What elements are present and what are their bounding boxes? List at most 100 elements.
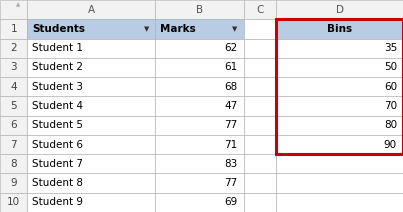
Text: 47: 47 (224, 101, 238, 111)
Bar (276, 77, 403, 96)
Text: Bins: Bins (327, 24, 352, 34)
Text: ▼: ▼ (232, 26, 238, 32)
Bar (0, 135, 27, 154)
Text: Student 2: Student 2 (32, 63, 83, 73)
Bar (276, 19, 403, 154)
Bar (27, 193, 155, 212)
Bar (276, 39, 403, 58)
Text: 83: 83 (224, 159, 238, 169)
Text: 90: 90 (384, 139, 397, 149)
Bar (0, 58, 27, 77)
Bar (244, 58, 276, 77)
Text: 60: 60 (384, 82, 397, 92)
Text: 80: 80 (384, 120, 397, 130)
Text: Student 9: Student 9 (32, 197, 83, 207)
Text: D: D (336, 5, 343, 15)
Text: Student 6: Student 6 (32, 139, 83, 149)
Text: A: A (88, 5, 95, 15)
Bar (0, 193, 27, 212)
Bar (155, 77, 244, 96)
Bar (27, 58, 155, 77)
Bar (27, 39, 155, 58)
Bar (244, 77, 276, 96)
Bar (244, 0, 276, 19)
Bar (0, 173, 27, 193)
Bar (27, 77, 155, 96)
Text: 77: 77 (224, 178, 238, 188)
Bar (244, 135, 276, 154)
Text: ▼: ▼ (143, 26, 149, 32)
Text: 61: 61 (224, 63, 238, 73)
Bar (27, 19, 155, 39)
Text: Students: Students (32, 24, 85, 34)
Text: 68: 68 (224, 82, 238, 92)
Text: Student 5: Student 5 (32, 120, 83, 130)
Bar (155, 58, 244, 77)
Bar (276, 0, 403, 19)
Text: 77: 77 (224, 120, 238, 130)
Bar (0, 0, 27, 19)
Bar (276, 173, 403, 193)
Text: Student 4: Student 4 (32, 101, 83, 111)
Text: 69: 69 (224, 197, 238, 207)
Bar (276, 135, 403, 154)
Text: 1: 1 (10, 24, 17, 34)
Bar (0, 39, 27, 58)
Bar (244, 173, 276, 193)
Bar (27, 135, 155, 154)
Bar (276, 19, 403, 39)
Bar (244, 19, 276, 39)
Text: 9: 9 (10, 178, 17, 188)
Text: 62: 62 (224, 43, 238, 53)
Bar (244, 193, 276, 212)
Text: 35: 35 (384, 43, 397, 53)
Text: C: C (256, 5, 264, 15)
Text: 5: 5 (10, 101, 17, 111)
Bar (27, 116, 155, 135)
Text: Student 8: Student 8 (32, 178, 83, 188)
Bar (155, 0, 244, 19)
Bar (0, 116, 27, 135)
Bar (155, 193, 244, 212)
Bar (155, 39, 244, 58)
Bar (27, 0, 155, 19)
Bar (276, 154, 403, 173)
Bar (276, 96, 403, 116)
Bar (244, 96, 276, 116)
Bar (244, 116, 276, 135)
Text: 4: 4 (10, 82, 17, 92)
Text: ▲: ▲ (16, 2, 20, 7)
Bar (0, 96, 27, 116)
Bar (27, 154, 155, 173)
Bar (276, 193, 403, 212)
Text: 7: 7 (10, 139, 17, 149)
Text: 50: 50 (384, 63, 397, 73)
Text: 10: 10 (7, 197, 20, 207)
Text: 2: 2 (10, 43, 17, 53)
Text: 70: 70 (384, 101, 397, 111)
Text: Student 1: Student 1 (32, 43, 83, 53)
Text: Student 7: Student 7 (32, 159, 83, 169)
Text: 6: 6 (10, 120, 17, 130)
Text: 8: 8 (10, 159, 17, 169)
Text: B: B (196, 5, 203, 15)
Bar (27, 173, 155, 193)
Bar (155, 173, 244, 193)
Bar (155, 19, 244, 39)
Text: Marks: Marks (160, 24, 196, 34)
Bar (0, 19, 27, 39)
Bar (155, 116, 244, 135)
Bar (155, 135, 244, 154)
Bar (27, 96, 155, 116)
Bar (155, 96, 244, 116)
Bar (276, 58, 403, 77)
Bar (244, 154, 276, 173)
Text: 3: 3 (10, 63, 17, 73)
Bar (276, 116, 403, 135)
Bar (244, 39, 276, 58)
Bar (0, 77, 27, 96)
Text: 71: 71 (224, 139, 238, 149)
Bar (0, 154, 27, 173)
Bar (155, 154, 244, 173)
Text: Student 3: Student 3 (32, 82, 83, 92)
